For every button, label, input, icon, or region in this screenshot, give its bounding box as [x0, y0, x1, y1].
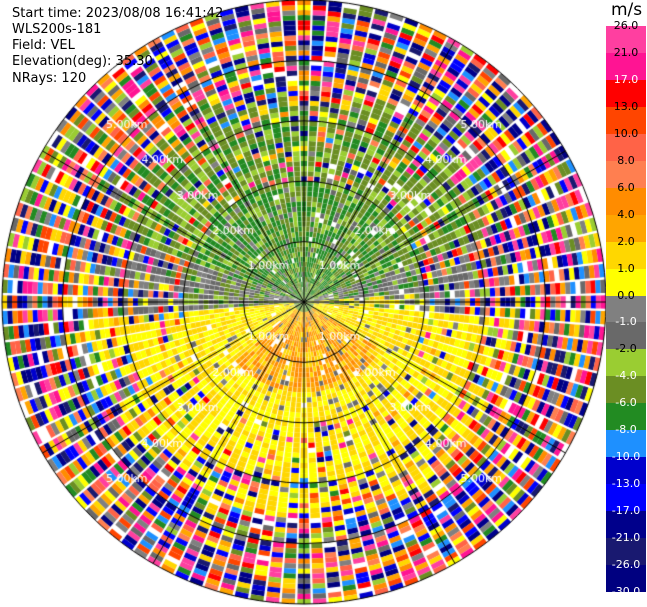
- colorbar-tick-label: -1.0: [615, 315, 637, 329]
- colorbar-segment: [606, 160, 646, 189]
- colorbar-title: m/s: [611, 0, 643, 20]
- colorbar-tick-label: -4.0: [615, 369, 637, 383]
- colorbar-tick-label: -13.0: [611, 477, 641, 491]
- colorbar-segment: [606, 349, 646, 377]
- colorbar-tick-label: 26.0: [613, 19, 639, 32]
- colorbar-tick-label: 17.0: [613, 72, 639, 86]
- instrument-label: WLS200s-181: [12, 22, 102, 37]
- colorbar-segment: [606, 322, 646, 350]
- colorbar-tick-label: -2.0: [615, 342, 637, 356]
- colorbar-segment: [606, 484, 646, 512]
- colorbar-tick-label: 1.0: [617, 261, 635, 275]
- colorbar-segment: [606, 430, 646, 458]
- colorbar-tick-label: 0.0: [617, 288, 635, 302]
- colorbar-segment: [606, 457, 646, 485]
- colorbar-segment: [606, 241, 646, 270]
- colorbar-tick-label: -8.0: [615, 423, 637, 437]
- colorbar-segment: [606, 538, 646, 566]
- colorbar-segment: [606, 403, 646, 431]
- nrays-label: NRays: 120: [12, 71, 87, 86]
- colorbar-segment: [606, 52, 646, 81]
- colorbar-segment: [606, 565, 646, 593]
- colorbar-tick-label: 21.0: [613, 45, 639, 59]
- colorbar-tick-label: 6.0: [617, 180, 635, 194]
- colorbar-segment: [606, 187, 646, 216]
- colorbar-segment: [606, 295, 646, 323]
- colorbar-tick-label: -10.0: [611, 450, 641, 464]
- colorbar-tick-label: -30.0: [611, 585, 641, 598]
- colorbar-tick-label: -6.0: [615, 396, 637, 410]
- colorbar-segment: [606, 511, 646, 539]
- colorbar-segment: [606, 268, 646, 296]
- colorbar-segment: [606, 79, 646, 108]
- colorbar-tick-label: -21.0: [611, 531, 641, 545]
- colorbar-tick-label: 4.0: [617, 207, 635, 221]
- colorbar-segment: [606, 133, 646, 162]
- colorbar-tick-label: -17.0: [611, 504, 641, 518]
- colorbar-segment: [606, 214, 646, 243]
- colorbar-tick-label: 13.0: [613, 99, 639, 113]
- elevation-label: Elevation(deg): 35.30: [12, 54, 153, 69]
- colorbar-tick-label: 2.0: [617, 234, 635, 248]
- colorbar-segment: [606, 26, 646, 54]
- colorbar-segment: [606, 106, 646, 135]
- start-time-label: Start time: 2023/08/08 16:41:42: [12, 6, 224, 21]
- colorbar-tick-label: 8.0: [617, 153, 635, 167]
- field-label: Field: VEL: [12, 38, 75, 53]
- colorbar-tick-label: -26.0: [611, 558, 641, 572]
- colorbar-tick-label: 10.0: [613, 126, 639, 140]
- colorbar-segment: [606, 376, 646, 404]
